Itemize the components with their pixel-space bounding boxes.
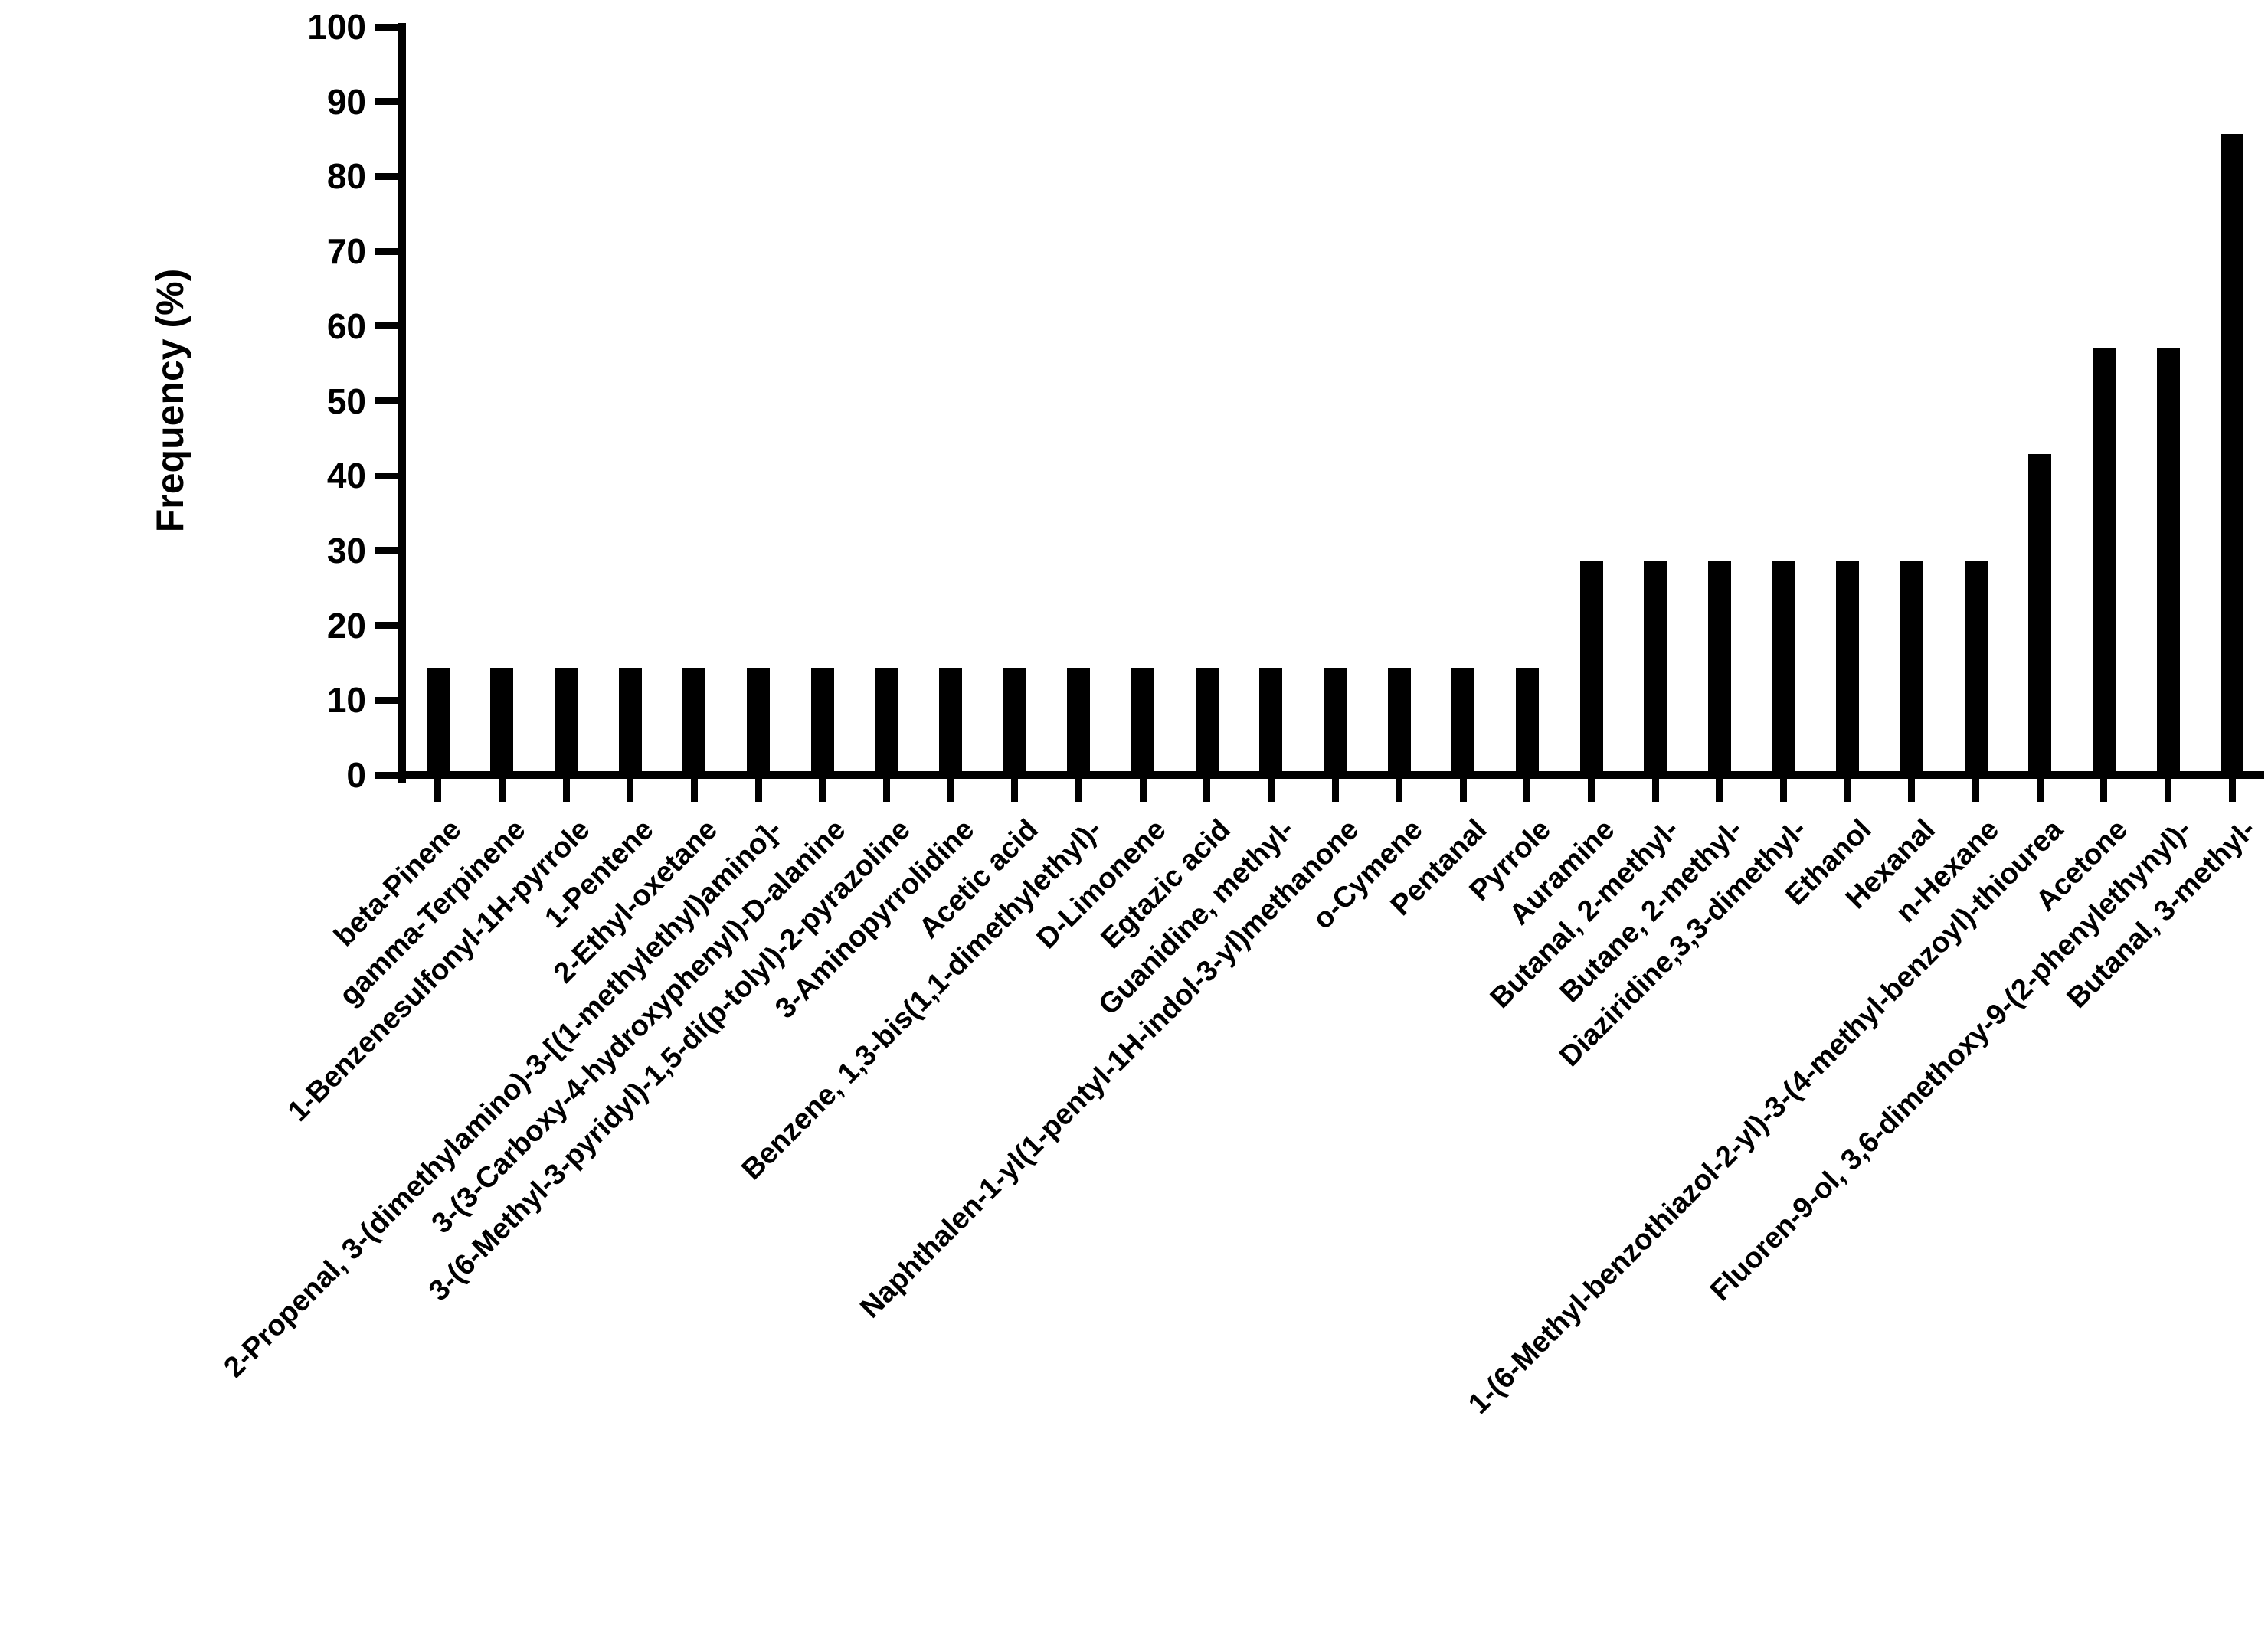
- x-tick-mark: [627, 779, 634, 802]
- y-tick-label: 0: [346, 755, 366, 795]
- bar: [1579, 561, 1603, 775]
- bar: [1003, 668, 1026, 775]
- bar: [2221, 133, 2244, 775]
- bar: [747, 668, 771, 775]
- x-tick-mark: [1267, 779, 1275, 802]
- x-tick-label: 1-(6-Methyl-benzothiazol-2-yl)-3-(4-meth…: [1462, 813, 2070, 1421]
- y-tick-label: 40: [326, 456, 366, 496]
- y-tick-label: 30: [326, 530, 366, 571]
- x-tick-mark: [1139, 779, 1147, 802]
- y-tick-mark: [375, 322, 398, 330]
- x-tick-mark: [1459, 779, 1467, 802]
- bar: [1772, 561, 1795, 775]
- y-tick-mark: [375, 23, 398, 31]
- y-tick-label: 70: [326, 231, 366, 272]
- y-axis-title: Frequency (%): [149, 268, 191, 533]
- bar: [2156, 348, 2180, 775]
- y-tick-mark: [375, 98, 398, 106]
- y-tick-label: 100: [307, 7, 366, 47]
- y-tick-mark: [375, 172, 398, 180]
- bar: [1195, 668, 1219, 775]
- x-tick-mark: [498, 779, 506, 802]
- x-tick-mark: [1011, 779, 1019, 802]
- y-tick-label: 60: [326, 306, 366, 346]
- bar: [426, 668, 450, 775]
- bar: [1964, 561, 1988, 775]
- y-tick-mark: [375, 771, 398, 779]
- x-axis-line: [398, 771, 2264, 779]
- x-tick-mark: [882, 779, 890, 802]
- bar: [1900, 561, 1923, 775]
- bar: [939, 668, 963, 775]
- x-tick-mark: [2100, 779, 2108, 802]
- y-tick-label: 80: [326, 156, 366, 197]
- bar: [875, 668, 898, 775]
- x-tick-mark: [1844, 779, 1851, 802]
- bar: [1324, 668, 1347, 775]
- bar: [810, 668, 834, 775]
- bar: [618, 668, 642, 775]
- bar: [682, 668, 706, 775]
- x-tick-mark: [2165, 779, 2172, 802]
- y-tick-mark: [375, 547, 398, 554]
- x-tick-mark: [1075, 779, 1082, 802]
- y-tick-mark: [375, 397, 398, 404]
- x-tick-mark: [1203, 779, 1211, 802]
- bar: [555, 668, 578, 775]
- y-axis-line: [398, 23, 406, 783]
- y-tick-mark: [375, 696, 398, 704]
- bar: [1707, 561, 1731, 775]
- bar: [1644, 561, 1667, 775]
- x-tick-mark: [754, 779, 762, 802]
- x-tick-mark: [1972, 779, 1980, 802]
- y-tick-label: 10: [326, 680, 366, 721]
- x-tick-mark: [1588, 779, 1595, 802]
- x-tick-mark: [1396, 779, 1403, 802]
- x-tick-mark: [947, 779, 954, 802]
- x-tick-mark: [562, 779, 570, 802]
- bar: [1067, 668, 1091, 775]
- y-tick-label: 50: [326, 381, 366, 421]
- bar: [2092, 348, 2116, 775]
- bar: [490, 668, 514, 775]
- y-tick-label: 90: [326, 81, 366, 122]
- x-tick-mark: [1651, 779, 1659, 802]
- x-tick-mark: [2036, 779, 2044, 802]
- x-tick-mark: [1716, 779, 1723, 802]
- x-tick-mark: [1331, 779, 1339, 802]
- y-tick-label: 20: [326, 605, 366, 646]
- x-tick-mark: [434, 779, 442, 802]
- bar: [1387, 668, 1411, 775]
- y-tick-mark: [375, 247, 398, 255]
- x-tick-mark: [1523, 779, 1531, 802]
- x-tick-mark: [1780, 779, 1788, 802]
- x-tick-mark: [819, 779, 826, 802]
- bar: [1836, 561, 1860, 775]
- bar: [1451, 668, 1475, 775]
- y-tick-mark: [375, 622, 398, 629]
- x-tick-mark: [1908, 779, 1916, 802]
- bar: [1131, 668, 1155, 775]
- bar: [1259, 668, 1283, 775]
- bar: [1515, 668, 1539, 775]
- x-tick-mark: [2228, 779, 2236, 802]
- y-tick-mark: [375, 472, 398, 479]
- x-tick-mark: [690, 779, 698, 802]
- bar: [2028, 453, 2052, 775]
